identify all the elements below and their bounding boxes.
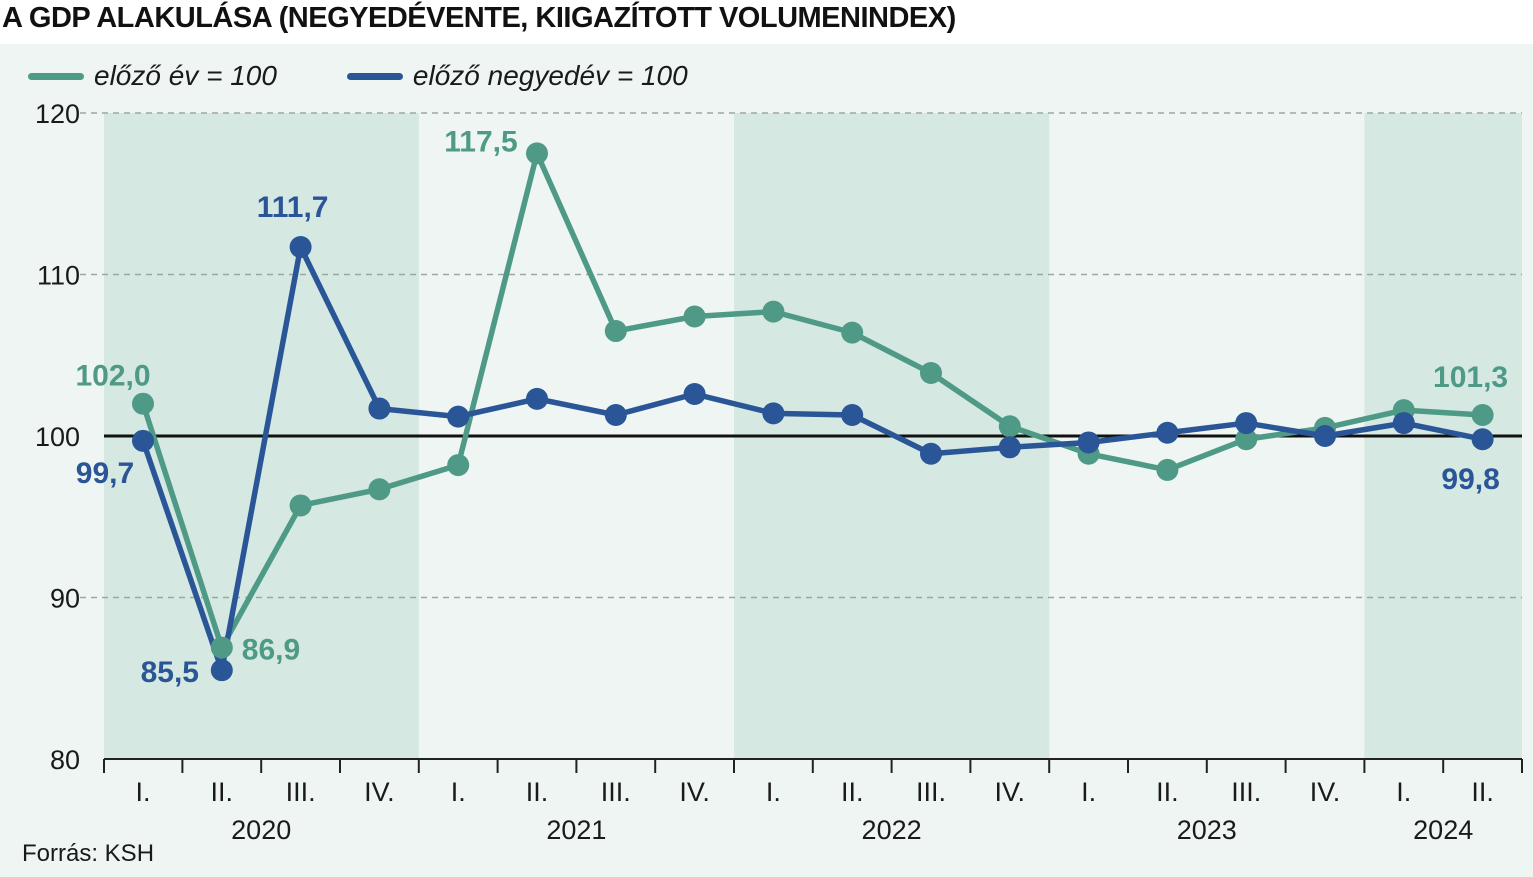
point-qoq: [1392, 412, 1415, 435]
y-tick-label: 110: [37, 261, 80, 291]
point-qoq: [1235, 412, 1258, 435]
x-tick-label: IV.: [1310, 777, 1341, 807]
point-yoy: [1156, 458, 1179, 481]
data-label: 99,7: [76, 457, 134, 490]
point-qoq: [132, 429, 154, 452]
y-tick-label: 100: [35, 422, 80, 452]
x-tick-label: I.: [1396, 777, 1411, 807]
x-tick-label: IV.: [995, 777, 1026, 807]
year-label-2024: 2024: [1413, 815, 1473, 845]
year-label-2020: 2020: [231, 815, 291, 845]
point-qoq: [604, 404, 627, 427]
legend-label-qoq: előző negyedév = 100: [412, 60, 688, 91]
point-qoq: [920, 442, 942, 465]
point-yoy: [998, 415, 1021, 438]
legend: előző év = 100 előző negyedév = 100: [28, 58, 758, 94]
point-qoq: [526, 387, 548, 410]
point-yoy: [1235, 428, 1258, 451]
point-qoq: [998, 436, 1021, 459]
legend-item-qoq: előző negyedév = 100: [346, 60, 688, 92]
point-qoq: [1314, 425, 1336, 447]
chart-title: A GDP ALAKULÁSA (NEGYEDÉVENTE, KIIGAZÍTO…: [2, 2, 956, 34]
x-tick-label: III.: [916, 777, 946, 807]
point-yoy: [447, 454, 470, 477]
y-tick-label: 120: [35, 99, 80, 129]
point-yoy: [526, 142, 548, 165]
x-tick-label: I.: [766, 777, 781, 807]
x-tick-label: I.: [451, 777, 466, 807]
legend-swatch-qoq: [346, 72, 403, 80]
year-label-2022: 2022: [862, 815, 922, 845]
point-yoy: [368, 478, 391, 501]
point-yoy: [1471, 404, 1494, 427]
x-tick-label: III.: [1231, 777, 1261, 807]
point-qoq: [447, 405, 470, 428]
legend-label-yoy: előző év = 100: [94, 60, 277, 91]
data-label: 111,7: [257, 191, 329, 224]
data-label: 117,5: [444, 125, 517, 158]
point-qoq: [683, 383, 706, 406]
x-tick-label: III.: [286, 777, 316, 807]
point-qoq: [762, 402, 785, 425]
series-line-yoy: [140, 150, 1483, 651]
point-yoy: [683, 305, 706, 328]
x-tick-label: I.: [135, 777, 150, 807]
data-label: 99,8: [1441, 463, 1499, 496]
series-line-qoq: [140, 244, 1484, 673]
x-tick-label: I.: [1081, 777, 1096, 807]
point-qoq: [841, 404, 864, 427]
x-tick-label: II.: [1471, 777, 1494, 807]
data-label: 101,3: [1433, 361, 1508, 394]
data-label: 102,0: [75, 360, 150, 393]
legend-item-yoy: előző év = 100: [28, 60, 277, 92]
point-yoy: [604, 320, 627, 343]
point-qoq: [1471, 428, 1494, 451]
point-qoq: [1156, 421, 1179, 444]
data-label: 86,9: [242, 634, 300, 667]
x-tick-label: II.: [211, 777, 234, 807]
point-yoy: [132, 392, 154, 415]
legend-swatch-yoy: [28, 72, 84, 80]
point-qoq: [289, 236, 312, 259]
data-label: 85,5: [141, 656, 199, 689]
point-qoq: [210, 659, 233, 682]
source-note: Forrás: KSH: [22, 840, 155, 867]
x-tick-label: IV.: [364, 777, 395, 807]
y-tick-label: 90: [50, 584, 80, 614]
point-qoq: [1077, 431, 1100, 454]
point-yoy: [920, 362, 942, 385]
year-label-2023: 2023: [1177, 815, 1237, 845]
point-yoy: [762, 300, 785, 323]
x-tick-label: II.: [1156, 777, 1179, 807]
x-tick-label: IV.: [679, 777, 710, 807]
point-yoy: [210, 636, 233, 659]
point-yoy: [841, 321, 864, 344]
y-tick-label: 80: [50, 745, 80, 775]
x-tick-label: II.: [526, 777, 549, 807]
x-tick-label: III.: [601, 777, 631, 807]
point-qoq: [368, 397, 391, 420]
point-yoy: [289, 494, 312, 517]
x-tick-label: II.: [841, 777, 864, 807]
year-label-2021: 2021: [546, 815, 606, 845]
